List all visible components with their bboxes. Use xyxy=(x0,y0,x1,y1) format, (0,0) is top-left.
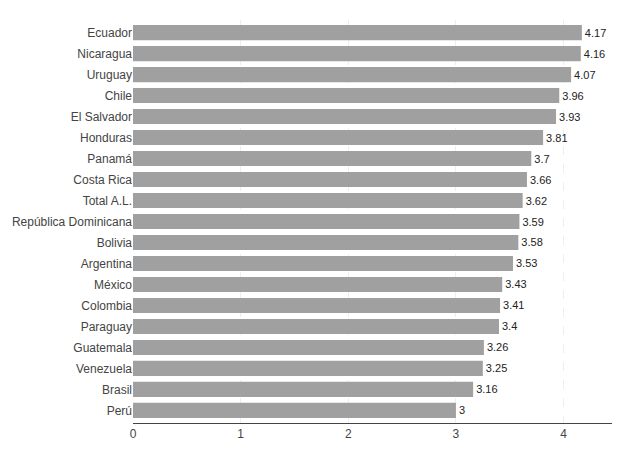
svg-text:4.17: 4.17 xyxy=(585,27,606,39)
svg-text:3.58: 3.58 xyxy=(521,236,542,248)
svg-text:3.59: 3.59 xyxy=(522,216,543,228)
svg-text:3: 3 xyxy=(453,427,460,441)
svg-text:3.66: 3.66 xyxy=(530,174,551,186)
svg-text:3.4: 3.4 xyxy=(502,320,517,332)
svg-text:3.41: 3.41 xyxy=(503,299,524,311)
svg-text:Brasil: Brasil xyxy=(102,383,132,397)
svg-text:3.96: 3.96 xyxy=(562,90,583,102)
svg-text:Panamá: Panamá xyxy=(87,152,132,166)
svg-text:3.26: 3.26 xyxy=(487,341,508,353)
svg-text:0: 0 xyxy=(130,427,137,441)
svg-text:3.43: 3.43 xyxy=(505,278,526,290)
svg-text:Bolivia: Bolivia xyxy=(97,236,133,250)
svg-text:Chile: Chile xyxy=(105,89,133,103)
svg-text:2: 2 xyxy=(345,427,352,441)
svg-text:Uruguay: Uruguay xyxy=(87,68,132,82)
svg-text:3.81: 3.81 xyxy=(546,132,567,144)
svg-text:Colombia: Colombia xyxy=(81,299,132,313)
svg-text:Guatemala: Guatemala xyxy=(73,341,132,355)
svg-text:3.62: 3.62 xyxy=(526,195,547,207)
svg-text:3.53: 3.53 xyxy=(516,257,537,269)
svg-text:El Salvador: El Salvador xyxy=(71,110,132,124)
svg-text:3.7: 3.7 xyxy=(534,153,549,165)
svg-text:3.25: 3.25 xyxy=(486,362,507,374)
svg-text:Honduras: Honduras xyxy=(80,131,132,145)
svg-text:Ecuador: Ecuador xyxy=(87,26,132,40)
svg-text:Venezuela: Venezuela xyxy=(76,362,132,376)
svg-text:4.07: 4.07 xyxy=(574,69,595,81)
svg-text:3.93: 3.93 xyxy=(559,111,580,123)
svg-text:Perú: Perú xyxy=(107,404,132,418)
svg-text:4: 4 xyxy=(560,427,567,441)
svg-text:México: México xyxy=(94,278,132,292)
svg-text:1: 1 xyxy=(237,427,244,441)
svg-text:República Dominicana: República Dominicana xyxy=(12,215,132,229)
svg-text:Costa Rica: Costa Rica xyxy=(73,173,132,187)
svg-text:Paraguay: Paraguay xyxy=(81,320,132,334)
svg-text:3: 3 xyxy=(459,404,465,416)
svg-text:3.16: 3.16 xyxy=(476,383,497,395)
svg-text:Total A.L.: Total A.L. xyxy=(83,194,132,208)
svg-text:Argentina: Argentina xyxy=(81,257,133,271)
svg-text:Nicaragua: Nicaragua xyxy=(77,47,132,61)
svg-text:4.16: 4.16 xyxy=(584,48,605,60)
